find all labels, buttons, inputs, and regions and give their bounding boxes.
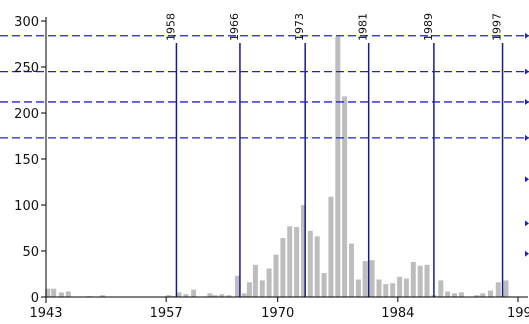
bar <box>328 196 334 297</box>
marker-labels-layer: 1958 1966 1973 1981 1989 1997 <box>164 13 503 41</box>
bar <box>480 293 486 297</box>
bar <box>58 292 64 297</box>
bar <box>503 280 509 297</box>
bar <box>280 238 286 297</box>
bar <box>65 291 71 297</box>
threshold-arrow-icon <box>525 98 529 105</box>
bar <box>259 280 265 297</box>
edge-arrow-icon <box>525 250 529 257</box>
y-tick-label: 300 <box>14 15 39 30</box>
bar <box>219 294 225 297</box>
bar <box>410 262 416 297</box>
bar <box>207 293 213 297</box>
bar <box>355 279 361 297</box>
bar <box>321 273 327 297</box>
bar <box>424 264 430 297</box>
bar <box>403 278 409 297</box>
y-tick-label: 0 <box>31 291 39 306</box>
x-axis-ticks: 1943 1957 1970 1984 199 <box>29 297 529 321</box>
bar <box>183 294 189 297</box>
threshold-arrow-icon <box>525 32 529 39</box>
bar <box>445 291 451 297</box>
bar <box>307 230 313 297</box>
bar <box>458 292 464 297</box>
bar <box>362 261 368 297</box>
marker-label: 1958 <box>164 13 177 41</box>
bar <box>383 284 389 297</box>
bar <box>495 282 501 297</box>
bar <box>100 295 106 297</box>
y-tick-label: 50 <box>22 245 39 260</box>
bar <box>252 264 258 297</box>
bar <box>452 293 457 297</box>
bar <box>417 265 423 297</box>
bar <box>314 236 320 297</box>
bar <box>273 254 279 297</box>
bar <box>349 243 354 297</box>
marker-label: 1973 <box>293 13 306 41</box>
marker-label: 1966 <box>228 13 241 41</box>
bar <box>294 227 300 297</box>
bar <box>191 289 197 297</box>
bar <box>176 292 182 297</box>
bar <box>234 275 240 297</box>
bar <box>226 295 232 297</box>
x-tick-label: 1970 <box>261 306 294 321</box>
marker-lines-layer <box>175 43 504 297</box>
bar <box>266 268 272 297</box>
bar <box>488 290 493 297</box>
threshold-arrow-icon <box>525 134 529 141</box>
bar <box>241 293 247 297</box>
bar <box>287 226 293 297</box>
bar <box>212 295 218 297</box>
bar <box>342 96 348 298</box>
marker-label: 1997 <box>491 13 504 41</box>
marker-label: 1989 <box>422 13 435 41</box>
marker-label: 1981 <box>357 13 370 41</box>
bar <box>45 288 51 297</box>
x-tick-label: 1984 <box>381 306 414 321</box>
x-tick-label: 1943 <box>29 306 62 321</box>
bars-layer <box>45 36 509 298</box>
y-tick-label: 250 <box>14 61 39 76</box>
threshold-arrow-icon <box>525 68 529 75</box>
bar <box>335 36 341 297</box>
y-axis-ticks: 0 50 100 150 200 250 300 <box>14 15 46 306</box>
bar <box>438 280 444 297</box>
bar <box>166 295 172 297</box>
bar <box>397 276 403 297</box>
bar <box>474 295 480 297</box>
y-tick-label: 200 <box>14 107 39 122</box>
x-tick-label: 199 <box>507 306 529 321</box>
bar <box>301 205 306 297</box>
bar <box>390 283 396 297</box>
edge-arrow-icon <box>525 220 529 227</box>
y-tick-label: 150 <box>14 153 39 168</box>
bar <box>369 260 375 297</box>
y-tick-label: 100 <box>14 199 39 214</box>
edge-arrow-icon <box>525 176 529 183</box>
x-tick-label: 1957 <box>150 306 183 321</box>
bar <box>246 282 252 297</box>
bar <box>376 279 382 297</box>
threshold-lines-layer <box>0 32 529 257</box>
bar <box>51 288 57 297</box>
